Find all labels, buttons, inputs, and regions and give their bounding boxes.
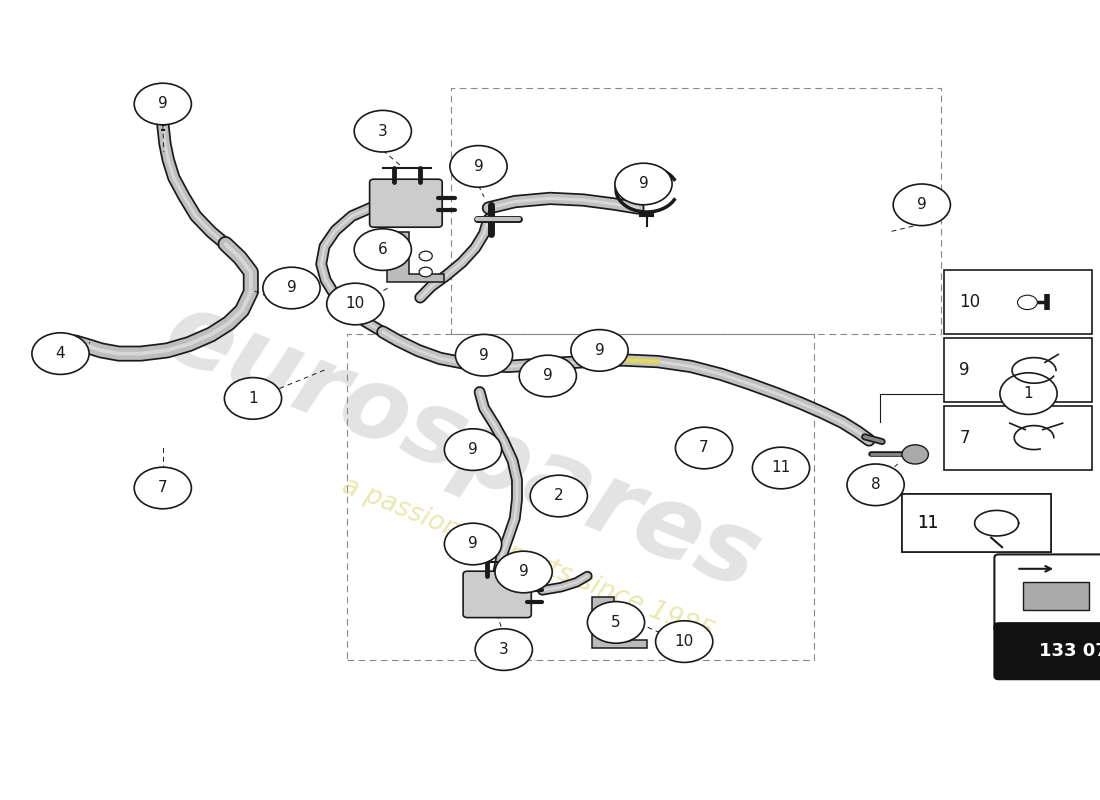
Text: 9: 9 xyxy=(959,362,970,379)
Text: 2: 2 xyxy=(554,489,563,503)
Circle shape xyxy=(1000,373,1057,414)
Circle shape xyxy=(620,632,634,642)
FancyBboxPatch shape xyxy=(902,494,1050,552)
Text: 7: 7 xyxy=(700,441,708,455)
Text: 1: 1 xyxy=(249,391,257,406)
Text: 10: 10 xyxy=(959,294,980,311)
Circle shape xyxy=(519,355,576,397)
FancyBboxPatch shape xyxy=(463,571,531,618)
Circle shape xyxy=(495,551,552,593)
Circle shape xyxy=(263,267,320,309)
FancyBboxPatch shape xyxy=(944,406,1092,470)
Text: 133 07: 133 07 xyxy=(1038,642,1100,660)
Text: 11: 11 xyxy=(917,514,938,532)
Text: 8: 8 xyxy=(871,478,880,492)
Text: 9: 9 xyxy=(474,159,483,174)
Text: 9: 9 xyxy=(639,177,648,191)
FancyBboxPatch shape xyxy=(944,338,1092,402)
Text: 9: 9 xyxy=(287,281,296,295)
Text: 9: 9 xyxy=(543,369,552,383)
Polygon shape xyxy=(387,232,444,282)
Circle shape xyxy=(455,334,513,376)
Text: 7: 7 xyxy=(158,481,167,495)
Text: 6: 6 xyxy=(378,242,387,257)
Polygon shape xyxy=(592,597,647,648)
Circle shape xyxy=(224,378,282,419)
Circle shape xyxy=(419,267,432,277)
Text: 9: 9 xyxy=(158,97,167,111)
Circle shape xyxy=(571,330,628,371)
Text: 9: 9 xyxy=(917,198,926,212)
FancyBboxPatch shape xyxy=(1023,582,1089,610)
FancyBboxPatch shape xyxy=(994,623,1100,679)
Circle shape xyxy=(530,475,587,517)
Circle shape xyxy=(615,163,672,205)
Circle shape xyxy=(847,464,904,506)
Circle shape xyxy=(475,629,532,670)
Circle shape xyxy=(587,602,645,643)
Text: 9: 9 xyxy=(480,348,488,362)
Text: 10: 10 xyxy=(674,634,694,649)
Text: 9: 9 xyxy=(469,537,477,551)
Circle shape xyxy=(675,427,733,469)
Circle shape xyxy=(902,445,928,464)
Text: 11: 11 xyxy=(917,514,938,532)
Text: 10: 10 xyxy=(345,297,365,311)
Text: 9: 9 xyxy=(469,442,477,457)
Text: 7: 7 xyxy=(959,429,970,446)
Circle shape xyxy=(893,184,950,226)
Circle shape xyxy=(444,429,502,470)
Circle shape xyxy=(656,621,713,662)
FancyBboxPatch shape xyxy=(370,179,442,227)
Text: eurospares: eurospares xyxy=(151,285,773,611)
Text: 1: 1 xyxy=(1024,386,1033,401)
FancyBboxPatch shape xyxy=(902,494,1050,552)
Circle shape xyxy=(32,333,89,374)
Text: a passion for parts since 1985: a passion for parts since 1985 xyxy=(339,474,717,646)
Circle shape xyxy=(354,229,411,270)
Circle shape xyxy=(134,467,191,509)
Circle shape xyxy=(354,110,411,152)
Text: 11: 11 xyxy=(771,461,791,475)
Text: 9: 9 xyxy=(595,343,604,358)
Circle shape xyxy=(327,283,384,325)
Circle shape xyxy=(450,146,507,187)
Circle shape xyxy=(419,251,432,261)
Text: 3: 3 xyxy=(378,124,387,138)
Text: 3: 3 xyxy=(499,642,508,657)
Circle shape xyxy=(752,447,810,489)
Circle shape xyxy=(444,523,502,565)
FancyBboxPatch shape xyxy=(994,554,1100,631)
Text: 4: 4 xyxy=(56,346,65,361)
Text: 9: 9 xyxy=(519,565,528,579)
Circle shape xyxy=(134,83,191,125)
Text: 5: 5 xyxy=(612,615,620,630)
Circle shape xyxy=(620,618,634,627)
Circle shape xyxy=(1018,295,1037,310)
FancyBboxPatch shape xyxy=(944,270,1092,334)
